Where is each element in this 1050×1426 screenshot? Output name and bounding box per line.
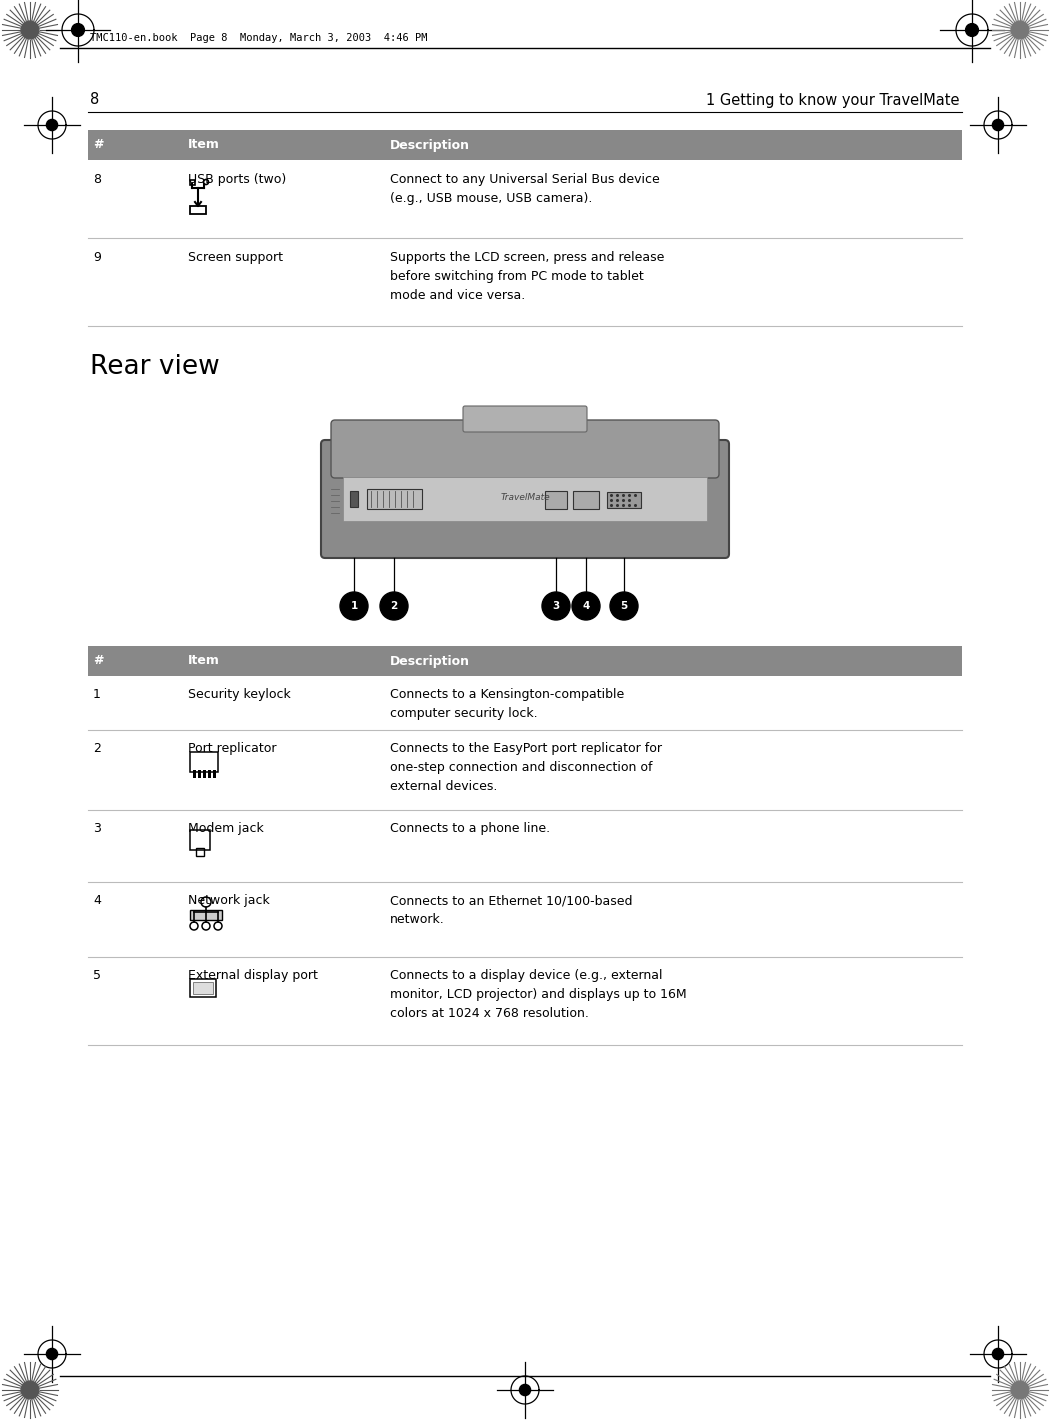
Text: 9: 9 [93,251,101,264]
Circle shape [992,1349,1004,1359]
FancyBboxPatch shape [208,770,211,779]
Circle shape [340,592,367,620]
FancyBboxPatch shape [573,491,598,509]
Text: 3: 3 [93,821,101,836]
Circle shape [21,1380,39,1399]
Text: Description: Description [390,138,470,151]
FancyBboxPatch shape [198,770,201,779]
Text: 1: 1 [93,687,101,702]
Text: Connects to a phone line.: Connects to a phone line. [390,821,550,836]
Text: Description: Description [390,655,470,667]
FancyBboxPatch shape [350,491,358,508]
Text: Modem jack: Modem jack [188,821,264,836]
FancyBboxPatch shape [343,478,707,520]
Text: 3: 3 [552,600,560,610]
Text: Security keylock: Security keylock [188,687,291,702]
Text: 5: 5 [93,970,101,983]
Text: 2: 2 [391,600,398,610]
Text: 8: 8 [90,93,100,107]
Circle shape [542,592,570,620]
Text: 1: 1 [351,600,358,610]
FancyBboxPatch shape [193,983,213,994]
Text: #: # [93,138,104,151]
FancyBboxPatch shape [88,646,962,676]
Text: TMC110-en.book  Page 8  Monday, March 3, 2003  4:46 PM: TMC110-en.book Page 8 Monday, March 3, 2… [90,33,427,43]
Text: 2: 2 [93,742,101,754]
Text: 1 Getting to know your TravelMate: 1 Getting to know your TravelMate [707,93,960,107]
Circle shape [992,120,1004,131]
Circle shape [71,24,84,37]
Text: 4: 4 [93,894,101,907]
Text: Screen support: Screen support [188,251,284,264]
Text: Item: Item [188,138,219,151]
Circle shape [520,1385,530,1396]
Circle shape [46,1349,58,1359]
Circle shape [966,24,979,37]
FancyBboxPatch shape [203,770,206,779]
FancyBboxPatch shape [331,421,719,478]
FancyBboxPatch shape [607,492,640,508]
Circle shape [21,21,39,39]
FancyBboxPatch shape [193,770,196,779]
Circle shape [46,120,58,131]
Text: Network jack: Network jack [188,894,270,907]
Text: Item: Item [188,655,219,667]
Text: 5: 5 [621,600,628,610]
FancyBboxPatch shape [545,491,567,509]
FancyBboxPatch shape [321,441,729,558]
Text: External display port: External display port [188,970,318,983]
FancyBboxPatch shape [213,770,216,779]
Text: TravelMate: TravelMate [500,492,550,502]
FancyBboxPatch shape [368,489,422,509]
Circle shape [572,592,600,620]
Text: Connects to an Ethernet 10/100-based
network.: Connects to an Ethernet 10/100-based net… [390,894,632,925]
Text: Rear view: Rear view [90,354,219,379]
Text: Port replicator: Port replicator [188,742,276,754]
Circle shape [1011,1380,1029,1399]
Text: Connects to a Kensington-compatible
computer security lock.: Connects to a Kensington-compatible comp… [390,687,625,720]
Circle shape [1011,21,1029,39]
Text: USB ports (two): USB ports (two) [188,173,287,185]
FancyBboxPatch shape [463,406,587,432]
Text: 8: 8 [93,173,101,185]
Text: 4: 4 [583,600,590,610]
Text: Connects to a display device (e.g., external
monitor, LCD projector) and display: Connects to a display device (e.g., exte… [390,970,687,1020]
Text: Supports the LCD screen, press and release
before switching from PC mode to tabl: Supports the LCD screen, press and relea… [390,251,665,302]
Text: Connects to the EasyPort port replicator for
one-step connection and disconnecti: Connects to the EasyPort port replicator… [390,742,662,793]
FancyBboxPatch shape [88,130,962,160]
Text: #: # [93,655,104,667]
Circle shape [610,592,638,620]
Circle shape [380,592,408,620]
Text: Connect to any Universal Serial Bus device
(e.g., USB mouse, USB camera).: Connect to any Universal Serial Bus devi… [390,173,659,205]
FancyBboxPatch shape [190,910,222,920]
